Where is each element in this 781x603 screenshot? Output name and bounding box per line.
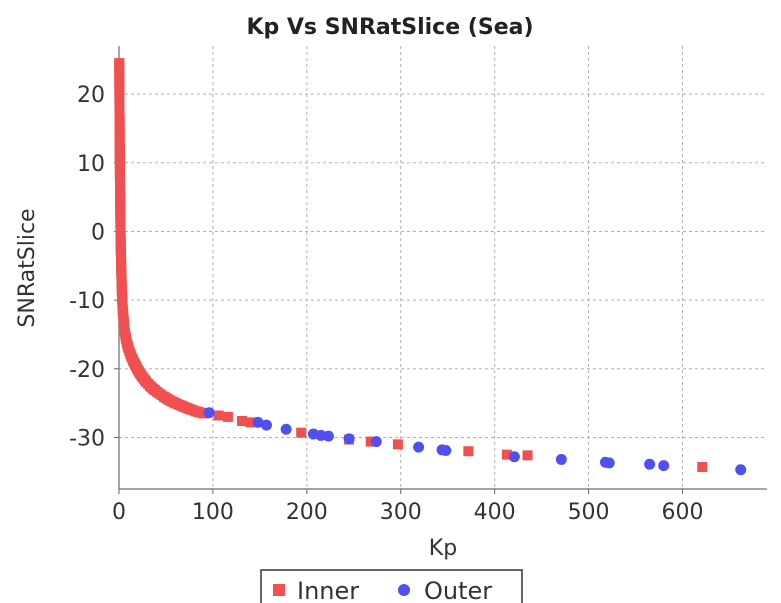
inner-point: [198, 408, 209, 419]
inner-point: [123, 343, 134, 354]
inner-point: [170, 398, 181, 409]
inner-point: [130, 361, 141, 372]
legend-outer-marker: [398, 584, 410, 596]
inner-point: [183, 403, 194, 414]
y-tick-label: -20: [69, 358, 105, 383]
legend: Inner Outer: [260, 569, 523, 603]
y-tick-label: 0: [91, 220, 105, 245]
inner-point: [245, 417, 256, 428]
inner-point: [159, 391, 170, 402]
inner-point: [114, 58, 125, 69]
series-inner: [114, 58, 708, 473]
inner-point: [164, 395, 175, 406]
x-tick-label: 400: [474, 500, 516, 525]
outer-point: [322, 430, 334, 442]
inner-point: [128, 355, 139, 366]
inner-point: [115, 247, 126, 258]
outer-point: [343, 433, 355, 445]
plot-area: [119, 46, 767, 489]
inner-point: [125, 348, 136, 359]
legend-inner-marker: [273, 584, 285, 596]
series-outer: [203, 407, 747, 476]
inner-point: [114, 144, 125, 155]
outer-point: [370, 436, 382, 448]
outer-point: [508, 451, 520, 463]
chart-title: Kp Vs SNRatSlice (Sea): [246, 15, 533, 40]
outer-point: [644, 458, 656, 470]
inner-point: [121, 336, 132, 347]
y-tick-label: -10: [69, 289, 105, 314]
inner-point: [114, 95, 125, 106]
inner-point: [116, 267, 127, 278]
y-tick-label: 10: [77, 152, 105, 177]
inner-point: [522, 450, 533, 461]
y-tick-label: 20: [77, 83, 105, 108]
inner-point: [114, 171, 125, 182]
inner-point: [117, 305, 128, 316]
x-tick-label: 100: [192, 500, 234, 525]
legend-outer-label: Outer: [424, 577, 492, 603]
inner-point: [392, 439, 403, 450]
x-tick-label: 0: [112, 500, 126, 525]
outer-point: [440, 445, 452, 457]
y-axis-ticks: 20 10 0 -10 -20 -30: [69, 83, 119, 451]
inner-point: [118, 315, 129, 326]
x-axis-label: Kp: [429, 536, 457, 561]
inner-point: [133, 366, 144, 377]
inner-point: [114, 75, 125, 86]
outer-point: [658, 460, 670, 472]
outer-point: [203, 407, 215, 419]
inner-point: [365, 436, 376, 447]
inner-point: [115, 198, 126, 209]
inner-point: [191, 406, 202, 417]
inner-point: [213, 410, 224, 421]
x-tick-label: 300: [380, 500, 422, 525]
legend-box: [260, 569, 523, 603]
outer-point: [735, 464, 747, 476]
inner-point: [114, 116, 125, 127]
outer-point: [413, 441, 425, 453]
x-tick-label: 200: [286, 500, 328, 525]
outer-point: [555, 453, 567, 465]
outer-point: [252, 416, 264, 428]
outer-point: [603, 457, 615, 469]
x-axis-ticks: 0 100 200 300 400 500 600: [112, 489, 703, 525]
legend-inner-label: Inner: [297, 577, 359, 603]
x-tick-label: 500: [568, 500, 610, 525]
inner-point: [697, 462, 708, 473]
x-tick-label: 600: [661, 500, 703, 525]
inner-point: [117, 295, 128, 306]
inner-point: [296, 427, 307, 438]
inner-point: [119, 326, 130, 337]
inner-point: [237, 416, 248, 427]
inner-point: [463, 446, 474, 457]
grid-lines: [119, 46, 767, 489]
inner-point: [501, 449, 512, 460]
inner-point: [116, 284, 127, 295]
y-tick-label: -30: [69, 426, 105, 451]
inner-point: [115, 226, 126, 237]
inner-point: [222, 411, 233, 422]
inner-point: [176, 400, 187, 411]
outer-point: [260, 419, 272, 431]
y-axis-label: SNRatSlice: [15, 208, 40, 327]
outer-point: [280, 423, 292, 435]
